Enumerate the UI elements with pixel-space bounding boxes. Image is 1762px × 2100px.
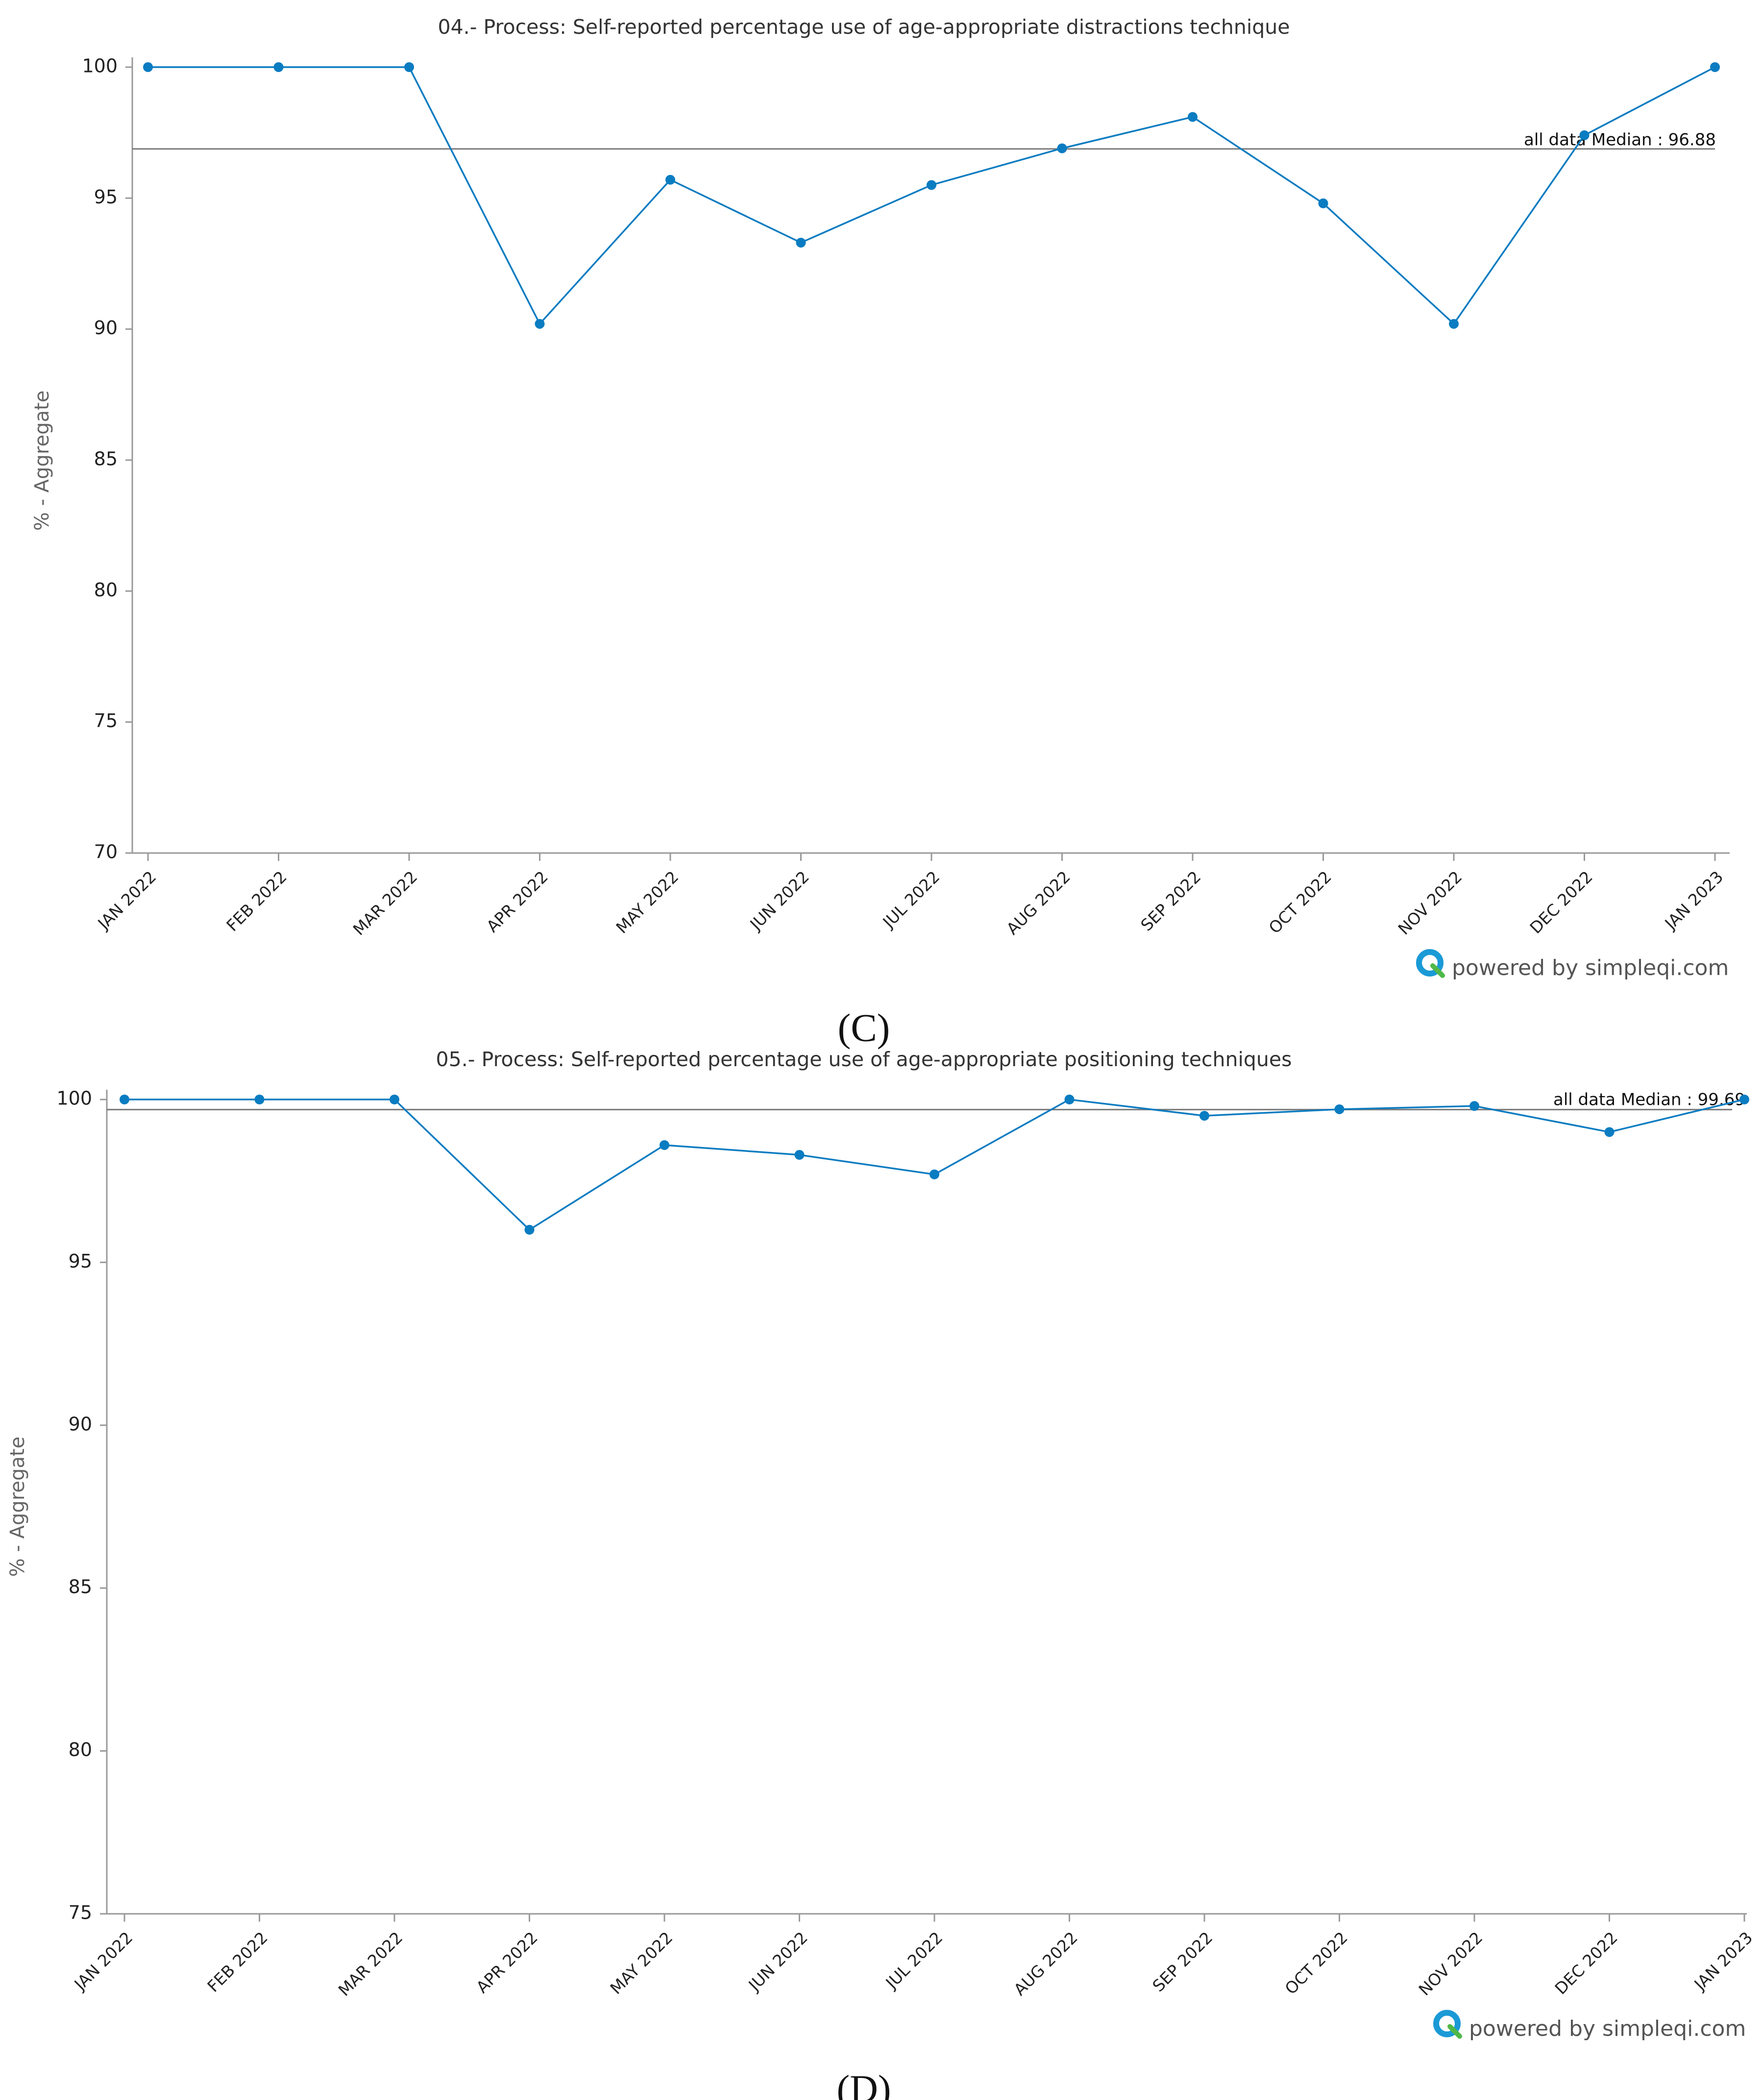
x-tick-label: MAY 2022: [612, 867, 682, 937]
data-point: [1710, 62, 1720, 72]
data-point: [524, 1224, 535, 1235]
y-tick-label: 75: [69, 1902, 92, 1924]
y-tick-label: 70: [94, 841, 118, 863]
y-tick-label: 95: [69, 1250, 92, 1272]
x-tick-label: JAN 2023: [1690, 1928, 1757, 1995]
y-tick-label: 95: [94, 186, 118, 208]
x-tick-label: FEB 2022: [222, 867, 291, 935]
chart-c: 04.- Process: Self-reported percentage u…: [31, 15, 1730, 1050]
simpleqi-logo-icon: [1433, 2010, 1462, 2039]
logo-tail: [1447, 2024, 1462, 2039]
data-point: [1057, 143, 1067, 153]
data-point: [660, 1140, 669, 1150]
y-tick-label: 85: [94, 448, 118, 470]
data-point: [665, 174, 675, 185]
powered-by-text: powered by simpleqi.com: [1469, 2016, 1746, 2041]
data-point: [1604, 1127, 1615, 1137]
y-tick-label: 100: [82, 55, 118, 77]
simpleqi-logo-icon: [1416, 949, 1445, 978]
data-point: [794, 1150, 805, 1160]
panel-label: (C): [838, 1006, 890, 1050]
data-point: [930, 1169, 939, 1179]
series-line: [124, 1099, 1745, 1231]
data-point: [796, 238, 806, 248]
x-tick-label: JUL 2022: [881, 1928, 947, 1993]
y-axis-label: % - Aggregate: [6, 1437, 29, 1577]
data-point: [1334, 1104, 1345, 1114]
data-point: [1188, 112, 1198, 122]
x-tick-label: NOV 2022: [1395, 867, 1466, 939]
x-tick-label: OCT 2022: [1281, 1928, 1351, 1998]
y-tick-label: 90: [69, 1413, 92, 1435]
x-tick-label: OCT 2022: [1265, 867, 1335, 937]
logo-ring: [1416, 949, 1444, 977]
x-tick-label: JAN 2022: [70, 1928, 137, 1995]
data-point: [143, 62, 153, 72]
y-tick-label: 80: [94, 579, 118, 601]
x-tick-label: DEC 2022: [1526, 867, 1596, 937]
x-tick-label: NOV 2022: [1415, 1928, 1487, 2000]
series-line: [148, 66, 1715, 326]
x-tick-label: APR 2022: [483, 867, 552, 936]
panel-label: (D): [836, 2068, 891, 2100]
data-point: [1064, 1095, 1075, 1104]
data-point: [404, 62, 414, 72]
data-point: [390, 1095, 399, 1104]
data-point: [927, 180, 936, 190]
logo-tail: [1430, 963, 1445, 978]
data-point: [1318, 198, 1328, 209]
chart-title: 04.- Process: Self-reported percentage u…: [438, 15, 1290, 39]
x-tick-label: JAN 2023: [1661, 867, 1727, 934]
median-label: all data Median : 96.88: [1524, 130, 1716, 150]
x-tick-label: FEB 2022: [203, 1928, 271, 1996]
x-tick-label: JUN 2022: [744, 1928, 811, 1995]
x-tick-label: JUL 2022: [879, 867, 944, 932]
x-tick-label: JUN 2022: [746, 867, 813, 934]
data-point: [535, 318, 545, 329]
y-axis-label: % - Aggregate: [31, 391, 53, 531]
data-point: [254, 1095, 265, 1104]
data-point: [1449, 318, 1459, 329]
data-point: [1469, 1101, 1479, 1111]
y-tick-label: 85: [69, 1576, 92, 1598]
data-point: [1579, 130, 1590, 141]
y-tick-label: 100: [56, 1088, 92, 1109]
chart-d: 05.- Process: Self-reported percentage u…: [6, 1048, 1756, 2100]
x-tick-label: DEC 2022: [1551, 1928, 1621, 1998]
x-tick-label: MAR 2022: [349, 867, 421, 939]
x-tick-label: MAY 2022: [606, 1928, 676, 1998]
x-tick-label: SEP 2022: [1149, 1928, 1216, 1996]
data-point: [1739, 1095, 1749, 1104]
logo-ring: [1433, 2010, 1461, 2037]
x-tick-label: JAN 2022: [94, 867, 160, 934]
chart-title: 05.- Process: Self-reported percentage u…: [436, 1048, 1292, 1071]
y-tick-label: 90: [94, 317, 118, 339]
x-tick-label: SEP 2022: [1137, 867, 1204, 935]
x-tick-label: APR 2022: [472, 1928, 541, 1997]
powered-by-text: powered by simpleqi.com: [1452, 955, 1729, 980]
y-tick-label: 80: [69, 1739, 92, 1760]
data-point: [120, 1095, 129, 1104]
x-tick-label: AUG 2022: [1003, 867, 1074, 939]
x-tick-label: MAR 2022: [335, 1928, 407, 2000]
data-point: [1199, 1111, 1209, 1121]
y-tick-label: 75: [94, 710, 118, 732]
data-point: [273, 62, 284, 72]
x-tick-label: AUG 2022: [1010, 1928, 1081, 2000]
